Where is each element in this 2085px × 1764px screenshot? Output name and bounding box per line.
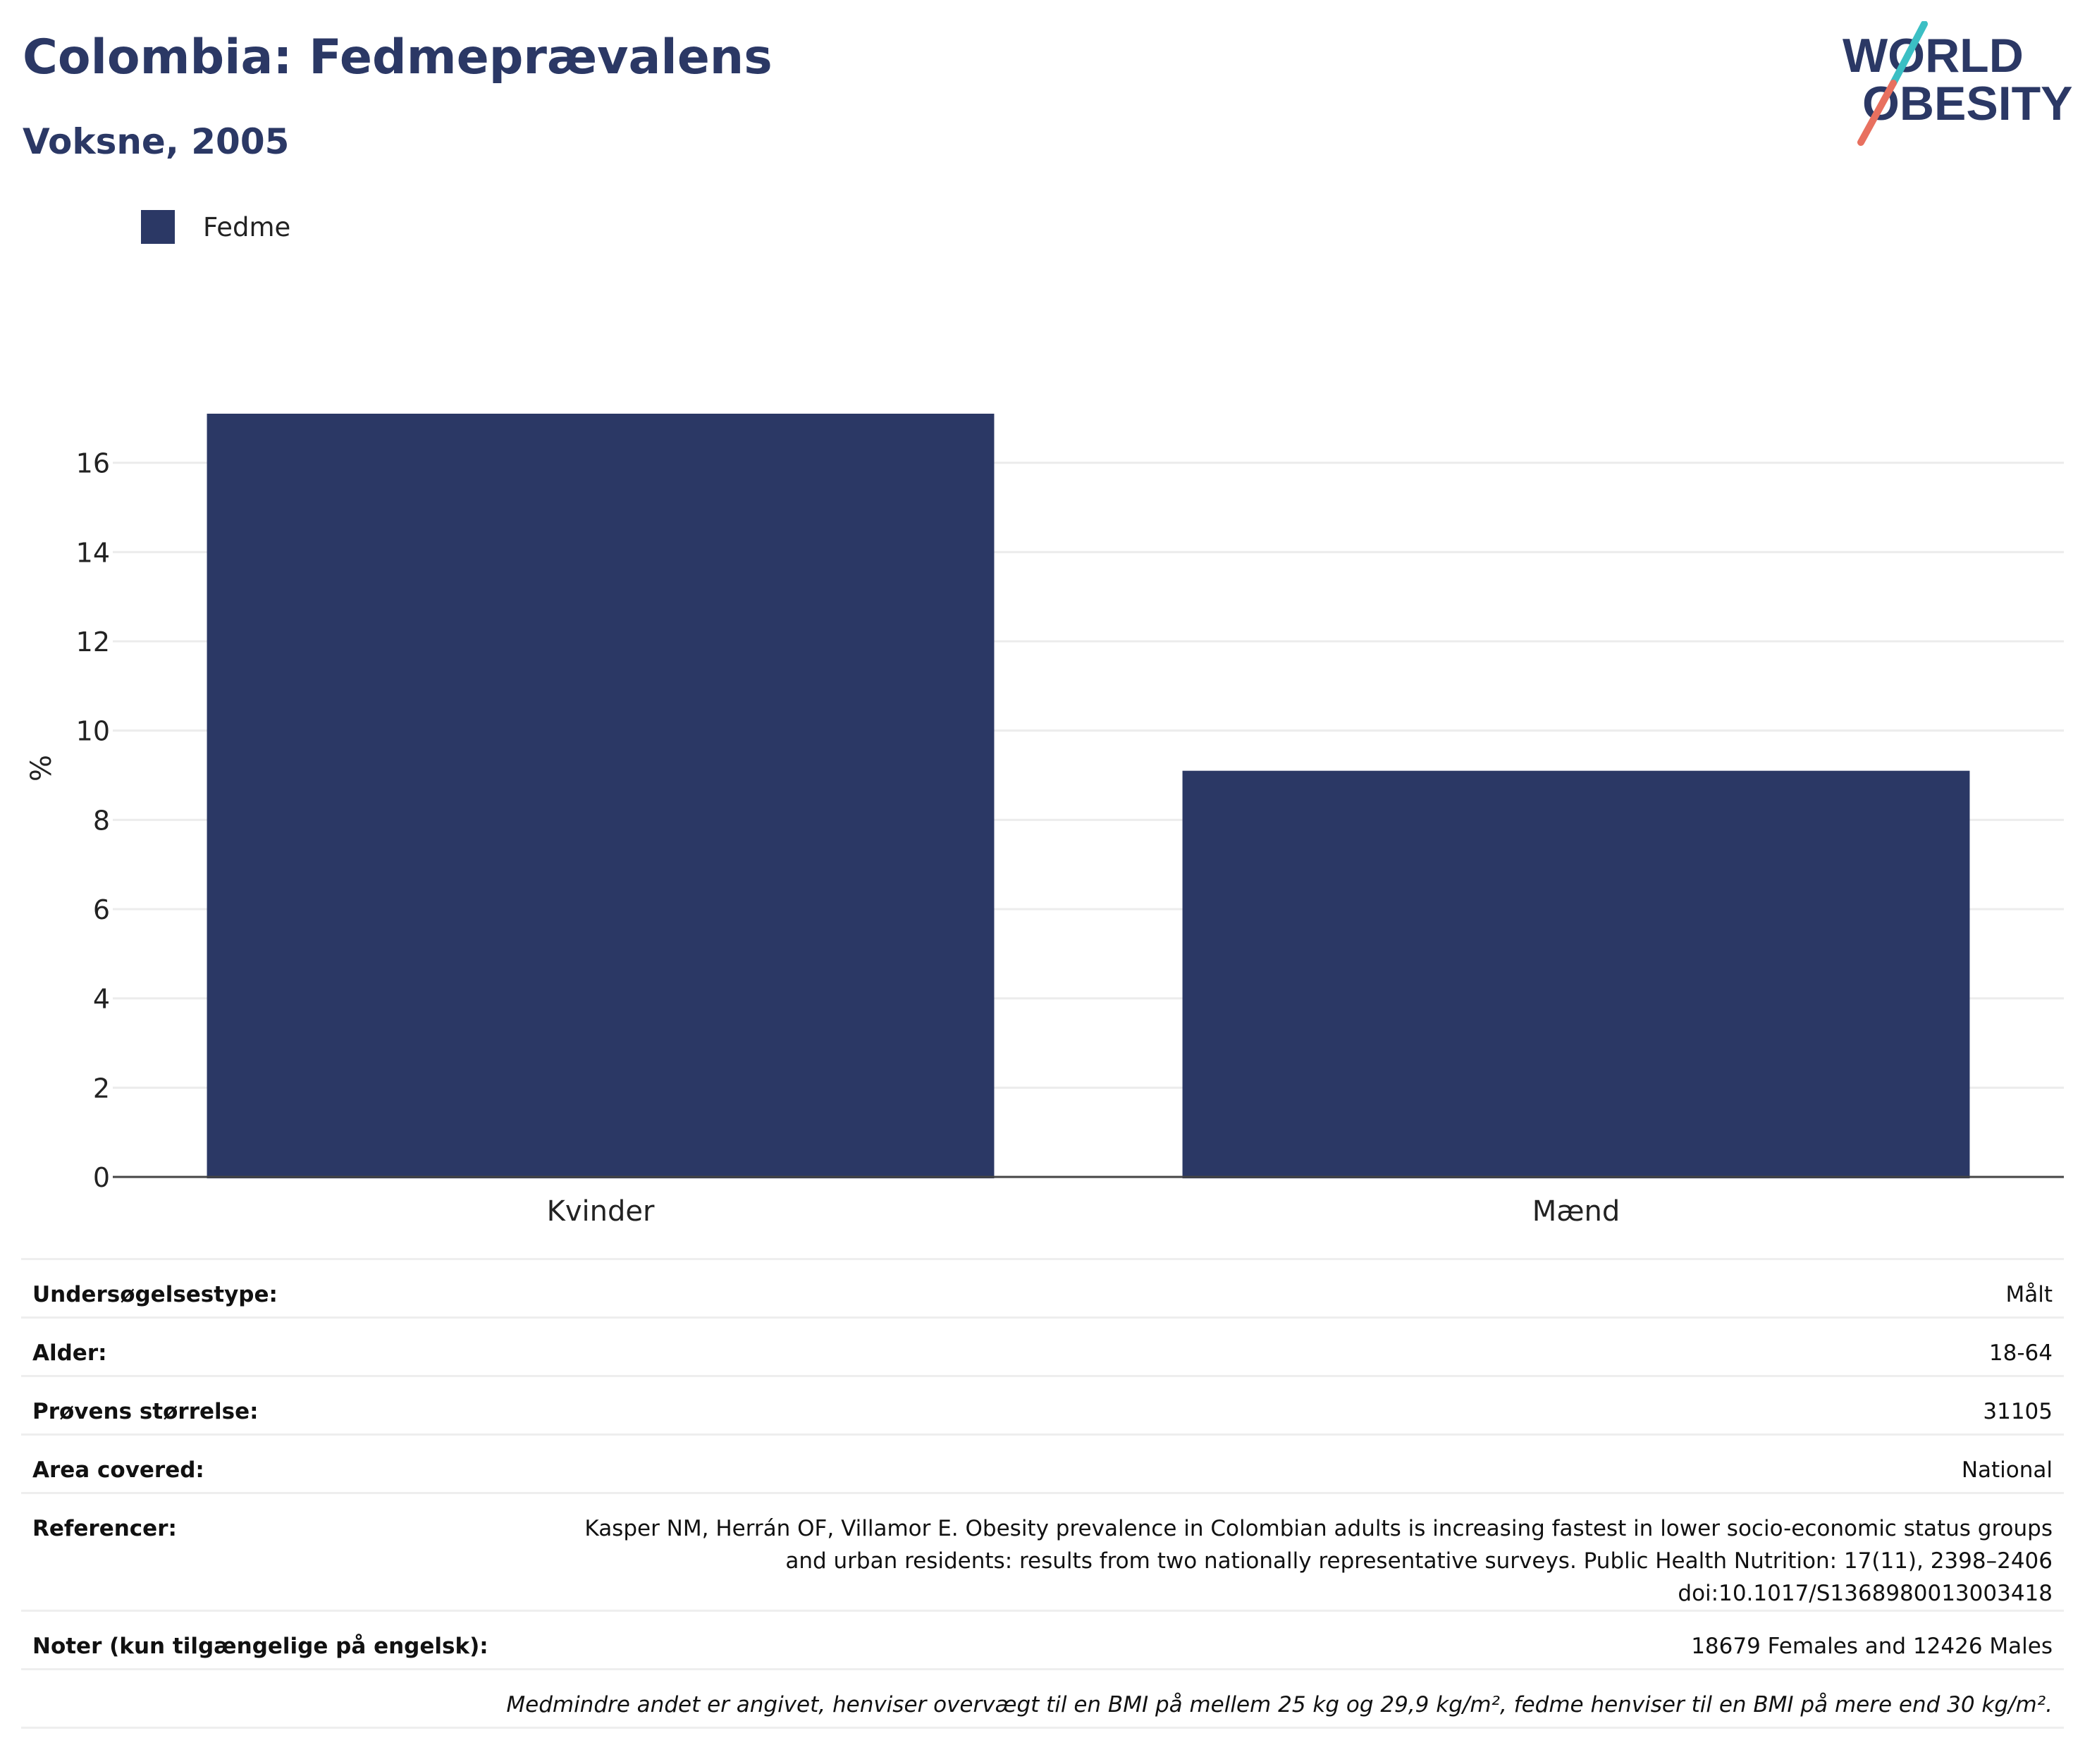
info-row-references: Referencer: Kasper NM, Herrán OF, Villam… xyxy=(21,1494,2064,1612)
survey-info-table: Undersøgelsestype: Målt Alder: 18-64 Prø… xyxy=(21,1258,2064,1729)
reference-line: and urban residents: results from two na… xyxy=(785,1548,2053,1574)
chart-legend[interactable]: Fedme xyxy=(141,209,290,245)
info-value: 18679 Females and 12426 Males xyxy=(1691,1634,2053,1659)
y-tick-label: 12 xyxy=(76,627,110,658)
info-key: Area covered: xyxy=(32,1457,204,1483)
reference-doi[interactable]: doi:10.1017/S1368980013003418 xyxy=(1678,1581,2053,1606)
bar-chart: 0 2 4 6 8 10 12 14 16 Kvinder Mænd% xyxy=(25,414,2064,1228)
y-tick-label: 2 xyxy=(93,1073,110,1104)
y-tick-label: 8 xyxy=(93,805,110,836)
reference-line: Kasper NM, Herrán OF, Villamor E. Obesit… xyxy=(584,1516,2053,1541)
info-key: Prøvens størrelse: xyxy=(32,1399,259,1424)
world-obesity-logo: WORLD OBESITY xyxy=(1843,21,2072,146)
info-row-age: Alder: 18-64 xyxy=(21,1319,2064,1377)
info-value: National xyxy=(1961,1457,2053,1483)
y-tick-label: 0 xyxy=(93,1162,110,1193)
bar-maend xyxy=(1182,770,1970,1178)
legend-swatch-fedme xyxy=(141,210,175,244)
logo-slash-top xyxy=(1890,21,1928,87)
x-tick-label: Mænd xyxy=(1532,1195,1620,1228)
y-tick-label: 4 xyxy=(93,984,110,1015)
page-title: Colombia: Fedmeprævalens xyxy=(23,30,773,85)
y-tick-label: 10 xyxy=(76,716,110,747)
logo-text-world: WORLD xyxy=(1843,29,2024,82)
y-tick-label: 6 xyxy=(93,894,110,925)
logo-slash-bottom xyxy=(1857,80,1897,146)
info-value-references: Kasper NM, Herrán OF, Villamor E. Obesit… xyxy=(584,1512,2053,1610)
y-axis-label: % xyxy=(25,755,58,782)
info-row-notes: Noter (kun tilgængelige på engelsk): 186… xyxy=(21,1612,2064,1670)
x-tick-label: Kvinder xyxy=(547,1195,655,1228)
bar-kvinder xyxy=(207,414,995,1178)
info-row-survey-type: Undersøgelsestype: Målt xyxy=(21,1260,2064,1319)
logo-text-obesity: OBESITY xyxy=(1862,77,2072,130)
y-tick-label: 16 xyxy=(76,448,110,479)
info-value: Målt xyxy=(2005,1282,2053,1307)
info-key: Noter (kun tilgængelige på engelsk): xyxy=(32,1634,488,1659)
info-value: 31105 xyxy=(1983,1399,2053,1424)
info-row-sample-size: Prøvens størrelse: 31105 xyxy=(21,1377,2064,1436)
info-key: Undersøgelsestype: xyxy=(32,1282,278,1307)
info-row-area-covered: Area covered: National xyxy=(21,1436,2064,1494)
info-key: Referencer: xyxy=(32,1516,177,1541)
legend-label-fedme: Fedme xyxy=(203,211,291,242)
page-subtitle: Voksne, 2005 xyxy=(23,121,290,162)
info-key: Alder: xyxy=(32,1340,107,1366)
info-value: 18-64 xyxy=(1988,1340,2053,1366)
y-tick-label: 14 xyxy=(76,537,110,568)
footnote: Medmindre andet er angivet, henviser ove… xyxy=(21,1670,2064,1729)
